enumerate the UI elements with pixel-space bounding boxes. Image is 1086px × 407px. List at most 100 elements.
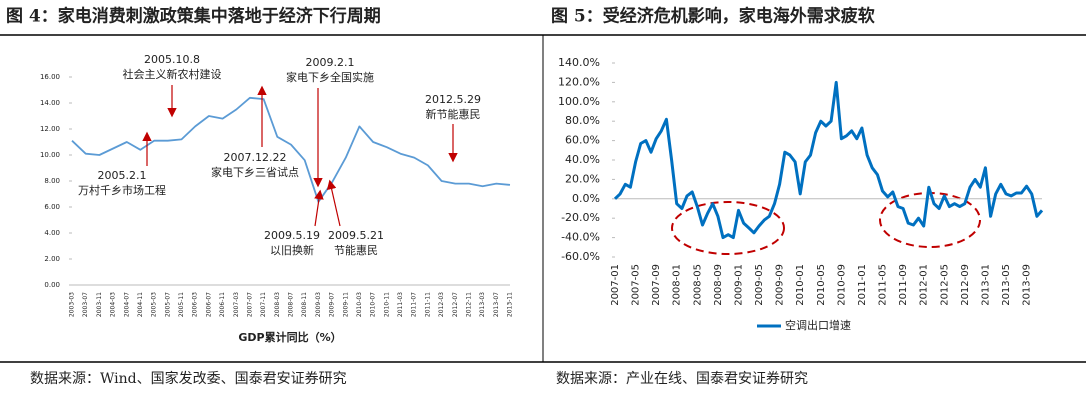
y-tick-label: 2.00: [44, 255, 60, 263]
y-tick-label: 0.0%: [572, 192, 600, 205]
x-tick-label: 2010-03: [356, 292, 363, 317]
x-tick-label: 2013-11: [507, 292, 514, 317]
annotation: 新节能惠民: [426, 107, 481, 121]
y-tick-label: 4.00: [44, 229, 60, 237]
y-tick-label: 12.00: [40, 125, 60, 133]
x-tick-label: 2007-03: [233, 292, 240, 317]
annotation: 2012.5.29: [425, 93, 481, 106]
x-tick-label: 2011-11: [424, 292, 431, 317]
y-tick-label: 140.0%: [558, 56, 600, 69]
y-tick-label: 10.00: [40, 151, 60, 159]
x-tick-label: 2011-03: [397, 292, 404, 317]
y-tick-label: 40.0%: [565, 153, 600, 166]
x-tick-label: 2008-03: [274, 292, 281, 317]
y-tick-label: 14.00: [40, 99, 60, 107]
source: 数据来源：产业在线、国泰君安证券研究: [556, 371, 808, 387]
x-tick-label: 2009-05: [754, 264, 765, 306]
annotation: 2009.2.1: [306, 56, 355, 69]
y-tick-label: -60.0%: [561, 250, 600, 263]
y-tick-label: 120.0%: [558, 75, 600, 88]
x-tick-label: 2013-03: [479, 292, 486, 317]
y-tick-label: 0.00: [44, 281, 60, 289]
x-tick-label: 2012-07: [452, 292, 459, 317]
x-tick-label: 2003-11: [96, 292, 103, 317]
series-line: [613, 80, 1044, 240]
x-tick-label: 2008-09: [713, 264, 724, 306]
x-tick-label: 2005-11: [178, 292, 185, 317]
annotation: 节能惠民: [334, 243, 378, 257]
x-tick-label: 2009-11: [342, 292, 349, 317]
x-tick-label: 2007-11: [260, 292, 267, 317]
x-tick-label: 2008-05: [692, 264, 703, 306]
y-tick-label: 100.0%: [558, 95, 600, 108]
x-tick-label: 2013-05: [1001, 264, 1012, 306]
x-tick-label: 2009-01: [733, 264, 744, 306]
x-tick-label: 2005-03: [151, 292, 158, 317]
x-tick-label: 2008-07: [288, 292, 295, 317]
x-tick-label: 2009-09: [775, 264, 786, 306]
x-tick-label: 2010-05: [816, 264, 827, 306]
x-tick-label: 2012-03: [438, 292, 445, 317]
x-tick-label: 2010-09: [836, 264, 847, 306]
x-tick-label: 2011-07: [411, 292, 418, 317]
x-tick-label: 2012-11: [465, 292, 472, 317]
y-tick-label: 6.00: [44, 203, 60, 211]
y-tick-label: 20.0%: [565, 172, 600, 185]
y-tick-label: -40.0%: [561, 231, 600, 244]
x-tick-label: 2010-07: [370, 292, 377, 317]
x-tick-label: 2009-03: [315, 292, 322, 317]
x-tick-label: 2007-05: [631, 264, 642, 306]
annotation-arrow: [314, 189, 324, 227]
series-line: [71, 96, 511, 203]
x-tick-label: 2012-01: [919, 264, 930, 306]
x-tick-label: 2011-01: [857, 264, 868, 306]
x-tick-label: 2004-11: [137, 292, 144, 317]
y-tick-label: 16.00: [40, 73, 60, 81]
y-tick-label: 8.00: [44, 177, 60, 185]
y-tick-label: 60.0%: [565, 134, 600, 147]
annotation: 以旧换新: [270, 243, 314, 257]
legend-label: 空调出口增速: [785, 318, 851, 332]
annotation: 2009.5.19: [264, 229, 320, 242]
x-tick-label: 2012-05: [939, 264, 950, 306]
annotation-arrow: [326, 179, 341, 227]
x-tick-label: 2009-07: [329, 292, 336, 317]
x-tick-label: 2003-03: [69, 292, 76, 317]
chart-title: 图 4：家电消费刺激政策集中落地于经济下行周期: [6, 6, 381, 27]
x-tick-label: 2008-11: [301, 292, 308, 317]
x-tick-label: 2004-07: [123, 292, 130, 317]
x-tick-label: 2008-01: [672, 264, 683, 306]
y-tick-label: 80.0%: [565, 114, 600, 127]
x-tick-label: 2006-03: [192, 292, 199, 317]
source: 数据来源：Wind、国家发改委、国泰君安证券研究: [30, 370, 347, 387]
annotation: 2005.2.1: [98, 169, 147, 182]
highlight: [671, 201, 785, 255]
x-tick-label: 2007-07: [246, 292, 253, 317]
x-tick-label: 2013-01: [980, 264, 991, 306]
annotation: 2007.12.22: [224, 151, 287, 164]
x-tick-label: 2007-09: [651, 264, 662, 306]
x-tick-label: 2003-07: [82, 292, 89, 317]
x-tick-label: 2013-07: [493, 292, 500, 317]
x-tick-label: 2010-01: [795, 264, 806, 306]
x-tick-label: 2006-11: [219, 292, 226, 317]
x-tick-label: 2012-09: [960, 264, 971, 306]
x-tick-label: 2004-03: [110, 292, 117, 317]
annotation: 社会主义新农村建设: [123, 67, 222, 81]
annotation: 家电下乡全国实施: [286, 70, 374, 84]
x-tick-label: 2007-01: [610, 264, 621, 306]
x-tick-label: 2013-09: [1022, 264, 1033, 306]
annotation: 2005.10.8: [144, 53, 200, 66]
x-tick-label: 2011-09: [898, 264, 909, 306]
y-tick-label: -20.0%: [561, 211, 600, 224]
x-tick-label: 2005-07: [164, 292, 171, 317]
legend-label: GDP累计同比（%）: [238, 330, 341, 344]
x-tick-label: 2006-07: [205, 292, 212, 317]
chart-title: 图 5：受经济危机影响，家电海外需求疲软: [551, 6, 875, 27]
annotation: 家电下乡三省试点: [211, 165, 299, 179]
x-tick-label: 2011-05: [878, 264, 889, 306]
annotation: 万村千乡市场工程: [78, 183, 166, 197]
x-tick-label: 2010-11: [383, 292, 390, 317]
annotation: 2009.5.21: [328, 229, 384, 242]
